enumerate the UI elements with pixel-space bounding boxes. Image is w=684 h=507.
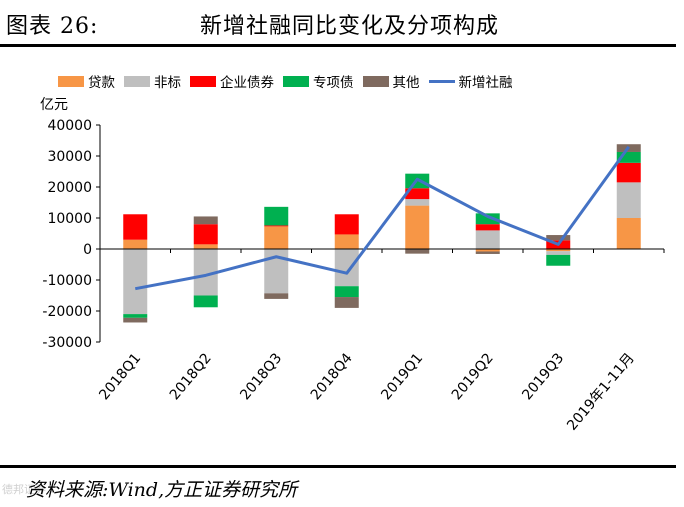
legend-label-new-tsf: 新增社融	[458, 75, 513, 91]
legend-item-loans: 贷款	[58, 71, 115, 91]
bar-other	[334, 297, 359, 308]
x-tick-label: 2019Q1	[378, 350, 426, 403]
x-tick-label: 2019Q2	[449, 350, 497, 403]
y-tick-label: 20000	[47, 180, 92, 196]
top-rule	[0, 44, 676, 47]
bar-corporate-bonds	[334, 214, 359, 235]
bar-other	[475, 251, 500, 254]
bar-corporate-bonds	[264, 225, 289, 227]
legend-label-other: 其他	[392, 75, 420, 91]
bar-loans	[546, 249, 571, 252]
bar-other	[264, 293, 289, 299]
bottom-rule	[0, 465, 676, 468]
legend-label-nonstandard: 非标	[154, 75, 181, 91]
bar-loans	[334, 234, 359, 249]
bar-special-bonds	[546, 254, 571, 266]
bar-nonstandard	[475, 230, 500, 249]
bar-corporate-bonds	[193, 224, 218, 245]
line-new-tsf	[134, 145, 630, 291]
bar-corporate-bonds	[405, 188, 430, 200]
y-tick-label: 0	[83, 242, 92, 258]
y-tick-label: 10000	[47, 211, 92, 227]
figure-label: 图表 26:	[6, 14, 99, 39]
y-tick-label: -10000	[42, 273, 92, 289]
legend-item-other: 其他	[362, 71, 420, 91]
figure-title: 新增社融同比变化及分项构成	[200, 14, 500, 39]
x-tick-label: 2018Q2	[167, 350, 215, 403]
y-axis-unit-label: 亿元	[40, 97, 68, 113]
x-tick-label: 2018Q1	[96, 350, 144, 403]
y-tick-label: 30000	[47, 149, 92, 165]
bar-corporate-bonds	[123, 214, 148, 240]
legend-item-corporate-bonds: 企业债券	[190, 71, 274, 91]
legend-swatch-nonstandard	[124, 75, 150, 87]
legend-label-loans: 贷款	[88, 75, 115, 91]
figure-header: 图表 26: 新增社融同比变化及分项构成	[0, 0, 684, 47]
bar-nonstandard	[616, 182, 641, 218]
x-tick-label: 2018Q4	[308, 350, 356, 403]
bar-loans	[616, 218, 641, 249]
bar-other	[546, 235, 571, 241]
bar-nonstandard	[405, 199, 430, 206]
chart-legend: 贷款 非标 企业债券 专项债 其他 新增社融	[58, 71, 522, 91]
legend-label-corporate-bonds: 企业债券	[220, 75, 274, 91]
legend-item-new-tsf: 新增社融	[428, 71, 513, 91]
bar-special-bonds	[334, 286, 359, 298]
bar-nonstandard	[334, 249, 359, 287]
bar-nonstandard	[123, 249, 148, 315]
x-tick-label: 2019年1-11月	[564, 350, 638, 433]
bar-loans	[264, 226, 289, 249]
x-tick-label: 2018Q3	[237, 350, 285, 403]
y-tick-label: 40000	[47, 118, 92, 134]
legend-item-nonstandard: 非标	[124, 71, 181, 91]
legend-swatch-other	[362, 75, 389, 87]
bar-special-bonds	[123, 314, 148, 318]
watermark-text: 德邦证券	[2, 483, 46, 496]
bar-other	[193, 216, 218, 225]
bar-nonstandard	[546, 251, 571, 255]
bar-special-bonds	[475, 213, 500, 225]
bar-corporate-bonds	[616, 162, 641, 183]
bar-other	[405, 249, 430, 254]
y-tick-label: -30000	[42, 335, 92, 351]
bar-loans	[193, 244, 218, 249]
y-tick-label: -20000	[42, 304, 92, 320]
legend-label-special-bonds: 专项债	[313, 75, 354, 91]
bar-special-bonds	[616, 151, 641, 163]
bar-corporate-bonds	[475, 224, 500, 231]
bar-loans	[123, 239, 148, 249]
source-note: 资料来源:Wind,方正证券研究所	[26, 479, 298, 501]
bar-special-bonds	[264, 206, 289, 226]
bar-loans	[405, 205, 430, 249]
x-tick-label: 2019Q3	[519, 350, 567, 403]
bar-loans	[475, 249, 500, 252]
legend-item-special-bonds: 专项债	[283, 71, 354, 91]
legend-swatch-special-bonds	[283, 75, 309, 87]
bar-other	[123, 317, 148, 323]
bar-special-bonds	[193, 295, 218, 308]
legend-swatch-loans	[58, 75, 84, 87]
legend-swatch-new-tsf	[428, 79, 455, 83]
stacked-bar-chart: 400003000020000100000-10000-20000-300002…	[42, 118, 665, 434]
legend-swatch-corporate-bonds	[190, 75, 216, 87]
